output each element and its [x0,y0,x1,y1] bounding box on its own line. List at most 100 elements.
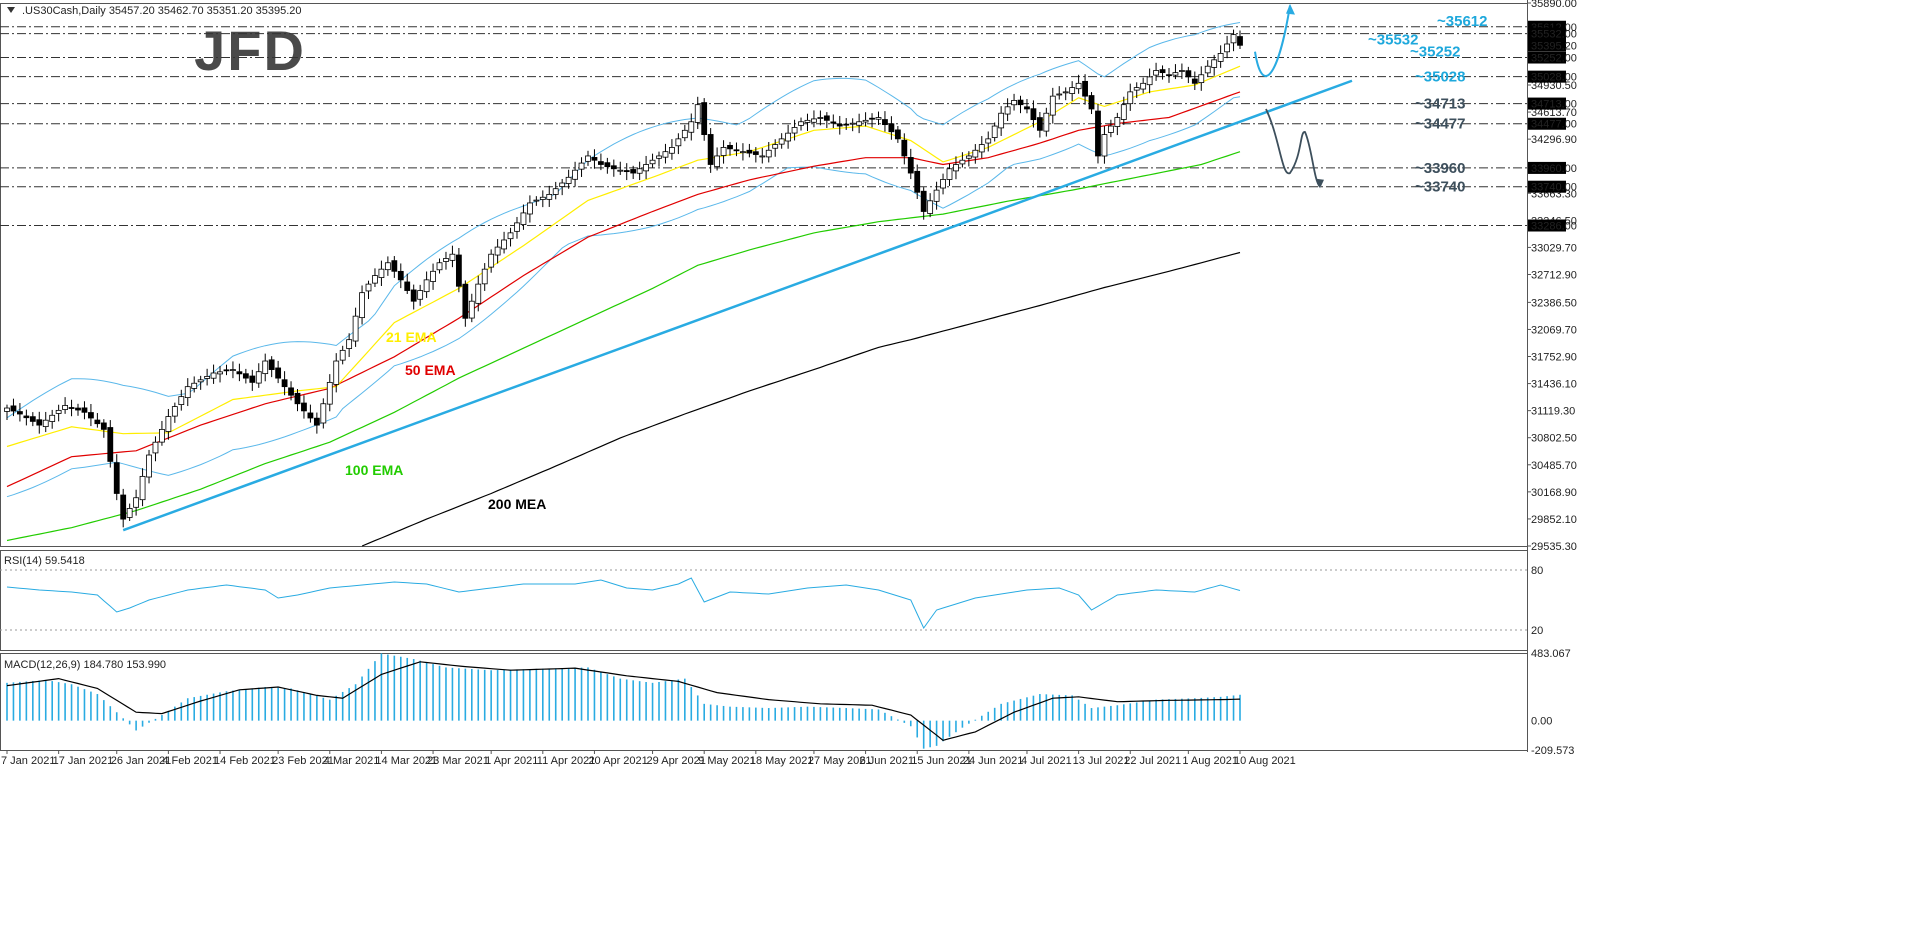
x-tick-label: 13 Jul 2021 [1073,755,1130,767]
candle-body [811,118,817,123]
rsi-tick-label: 80 [1531,565,1543,577]
level-label: ~34713 [1415,96,1465,113]
candle-body [262,360,269,375]
header: .US30Cash,Daily 35457.20 35462.70 35351.… [7,5,302,17]
candle-body [617,169,624,172]
price-panel: ~35612 ~35532~35252 ~35028 ~34713 ~34477 ~339… [0,3,1527,547]
candle-body [643,164,649,172]
candle-body [688,121,695,133]
candle-body [714,155,721,168]
candle-body [752,151,759,155]
ema50-line [6,91,1241,488]
candle-body [1082,80,1088,97]
candle-body [1062,91,1069,94]
bollinger-lower [6,96,1241,498]
candle-body [94,419,101,425]
price-tag-bg [1528,161,1566,174]
candle-body [546,194,553,200]
candle-body [791,127,798,134]
candle-body [301,402,307,412]
candle-body [933,189,940,202]
candle-body [1217,53,1224,62]
candle-body [598,161,604,165]
candle-body [494,246,501,256]
candle-body [914,170,921,193]
x-tick-label: 11 Apr 2021 [537,755,596,767]
candle-body [998,112,1005,129]
x-tick-label: 4 Feb 2021 [162,755,218,767]
candle-body [455,254,462,287]
candle-body [862,119,869,123]
sma200-label: 200 MEA [488,496,546,512]
candle-body [1049,95,1056,116]
candle-body [217,371,223,375]
candle-body [978,144,985,153]
candle-body [927,200,934,214]
x-tick-label: 14 Mar 2021 [375,755,437,767]
x-tick-label: 23 Mar 2021 [427,755,489,767]
y-tick-label: 34296.90 [1531,134,1577,146]
sma200-line [361,251,1241,547]
x-tick-label: 7 Jan 2021 [1,755,55,767]
x-tick-label: 27 May 2021 [808,755,872,767]
candle-body [759,155,766,158]
candle-body [1224,43,1230,53]
candle-body [830,121,837,124]
candle-body [384,262,391,271]
candle-body [1107,125,1114,133]
candle-body [126,508,133,518]
candle-body [410,289,417,302]
price-tag-bg [1528,97,1566,110]
y-tick-label: 29535.30 [1531,541,1577,553]
candle-body [849,122,856,125]
y-tick-label: 30802.50 [1531,433,1577,445]
candle-body [817,117,824,119]
candle-body [533,199,540,202]
candle-body [630,169,637,174]
price-tag-label: 35395.20 [1531,40,1577,52]
candle-body [178,396,185,405]
level-label: ~33960 [1415,160,1465,177]
candle-body [346,339,353,349]
candle-body [539,196,546,200]
candle-body [572,169,578,180]
down-arrowhead-icon [1316,178,1324,189]
candle-body [1075,82,1082,90]
ema21-line [6,65,1241,448]
y-tick-label: 30168.90 [1531,487,1577,499]
y-tick-label: 30485.70 [1531,460,1577,472]
candle-body [1127,91,1134,105]
candle-body [62,405,68,410]
candle-body [501,239,507,250]
y-tick-label: 31752.90 [1531,352,1577,364]
candle-body [907,157,914,174]
candle-body [636,168,643,174]
x-tick-label: 4 Mar 2021 [324,755,380,767]
collapse-icon[interactable] [7,7,15,13]
y-tick-label: 35890.00 [1531,0,1577,10]
candle-body [591,157,598,161]
bollinger-upper [6,22,1241,419]
candle-body [397,270,404,281]
rsi-title: RSI(14) 59.5418 [4,555,85,567]
candle-body [778,138,785,145]
candle-body [230,369,236,371]
candle-body [288,387,294,396]
candle-body [1024,106,1030,110]
candle-body [378,268,385,278]
candle-body [772,144,779,149]
candle-body [1179,70,1185,72]
candle-body [171,406,178,417]
candle-body [42,419,49,428]
candle-body [604,162,611,168]
candle-body [1011,100,1017,106]
candle-body [694,104,701,123]
candle-body [326,381,333,405]
rsi-tick-label: 20 [1531,625,1543,637]
macd-tick-label: 483.067 [1531,648,1571,660]
macd-tick-label: -209.573 [1531,745,1574,757]
candle-body [953,164,959,172]
y-tick-label: 29852.10 [1531,514,1577,526]
candle-body [468,300,475,319]
candle-body [236,371,243,375]
